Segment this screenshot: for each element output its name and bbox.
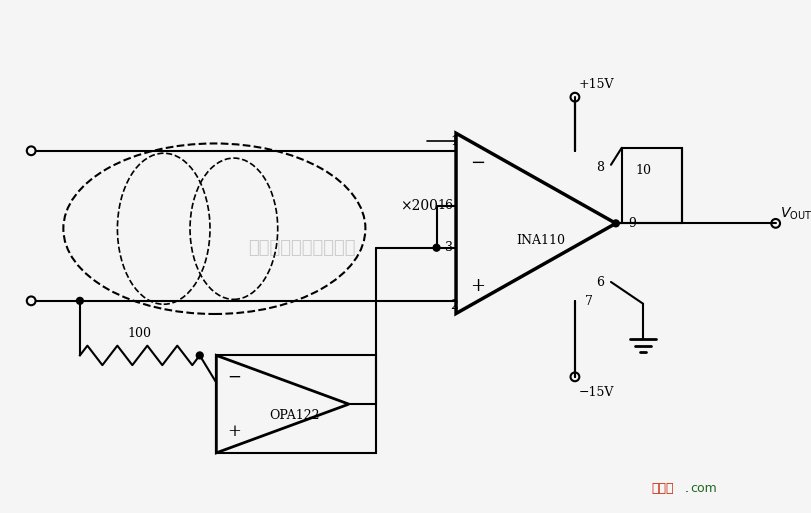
Bar xyxy=(621,148,681,223)
Bar xyxy=(216,356,375,453)
Text: 10: 10 xyxy=(634,164,650,177)
Text: 7: 7 xyxy=(584,295,592,308)
Text: 2: 2 xyxy=(449,299,457,312)
Text: 3: 3 xyxy=(444,241,453,254)
Text: +: + xyxy=(470,277,484,295)
Circle shape xyxy=(76,298,84,304)
Text: com: com xyxy=(689,482,716,495)
Text: 杭州将睿科技有限公司: 杭州将睿科技有限公司 xyxy=(248,239,355,257)
Text: .: . xyxy=(684,482,689,495)
Circle shape xyxy=(611,220,619,227)
Circle shape xyxy=(196,352,203,359)
Text: 1: 1 xyxy=(449,134,457,148)
Text: $V_\mathrm{OUT}$: $V_\mathrm{OUT}$ xyxy=(779,205,810,222)
Text: −: − xyxy=(226,368,241,385)
Text: 接线图: 接线图 xyxy=(650,482,672,495)
Text: ×200: ×200 xyxy=(400,199,437,213)
Text: 8: 8 xyxy=(595,161,603,174)
Text: +15V: +15V xyxy=(578,78,614,91)
Text: +: + xyxy=(226,423,241,440)
Text: OPA122: OPA122 xyxy=(268,409,320,422)
Text: 6: 6 xyxy=(595,276,603,289)
Text: 9: 9 xyxy=(628,217,636,230)
Text: 100: 100 xyxy=(127,327,152,341)
Text: −15V: −15V xyxy=(578,386,613,399)
Text: INA110: INA110 xyxy=(516,234,564,247)
Circle shape xyxy=(432,244,440,251)
Text: −: − xyxy=(470,153,484,171)
Text: 16: 16 xyxy=(436,200,453,212)
